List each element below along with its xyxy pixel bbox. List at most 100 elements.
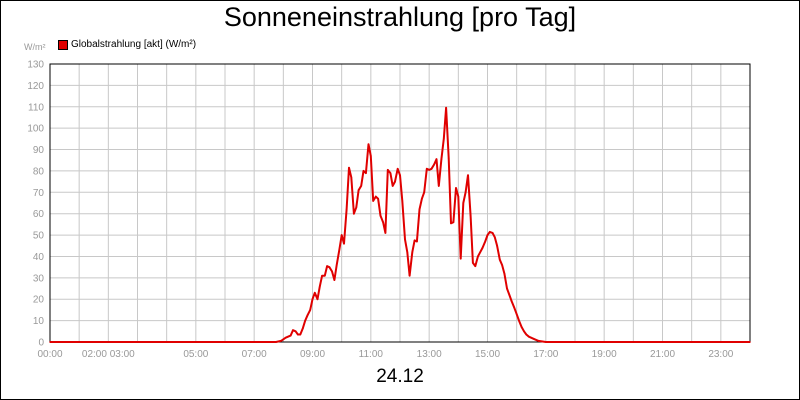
y-tick-label: 60 <box>33 209 45 220</box>
data-point <box>353 212 355 215</box>
data-point <box>370 155 372 157</box>
y-tick-label: 10 <box>33 316 45 327</box>
data-point <box>469 215 472 217</box>
data-point <box>467 174 469 176</box>
data-point <box>362 170 365 172</box>
data-point <box>297 333 299 336</box>
data-point <box>477 255 479 258</box>
data-point <box>440 158 443 160</box>
data-point <box>372 200 375 202</box>
x-tick-label: 13:00 <box>417 349 442 360</box>
data-point <box>413 239 416 242</box>
data-point <box>520 326 523 328</box>
data-point <box>324 274 326 277</box>
data-point <box>508 294 511 296</box>
data-point <box>459 257 462 260</box>
data-point <box>299 333 302 336</box>
x-tick-label: 07:00 <box>242 349 267 360</box>
data-point <box>491 232 494 234</box>
x-axis-date-label: 24.12 <box>376 366 424 387</box>
data-point <box>311 298 314 301</box>
data-point <box>379 215 382 217</box>
data-point <box>506 287 508 290</box>
data-point <box>304 319 307 322</box>
y-tick-label: 30 <box>33 273 45 284</box>
legend-swatch <box>58 39 68 50</box>
x-tick-label: 17:00 <box>533 349 558 360</box>
y-tick-label: 70 <box>33 188 45 199</box>
data-point <box>426 168 428 170</box>
y-tick-label: 110 <box>28 102 44 113</box>
data-point <box>294 330 297 333</box>
data-point <box>309 309 312 311</box>
data-point <box>472 262 474 264</box>
data-point <box>399 174 401 176</box>
data-point <box>494 236 496 238</box>
x-tick-label: 11:00 <box>359 349 384 360</box>
data-point <box>348 166 350 169</box>
data-point <box>464 191 467 194</box>
data-point <box>450 222 452 225</box>
data-point <box>523 330 525 333</box>
data-point <box>445 107 447 109</box>
chart-title: Sonneneinstrahlung [pro Tag] <box>223 2 577 32</box>
data-point <box>275 341 277 343</box>
data-point <box>391 185 394 187</box>
x-tick-label: 02:00 03:00 <box>82 349 135 360</box>
data-point <box>455 187 457 189</box>
data-point <box>350 176 353 179</box>
data-point <box>532 338 535 340</box>
x-tick-label: 15:00 <box>475 349 500 360</box>
x-tick-label: 23:00 <box>708 349 733 360</box>
y-tick-label: 100 <box>27 124 44 135</box>
y-tick-label: 120 <box>27 81 44 92</box>
data-point <box>416 240 418 243</box>
y-tick-label: 50 <box>33 231 45 242</box>
data-point <box>338 249 341 251</box>
y-tick-label: 40 <box>33 252 45 263</box>
y-tick-label: 90 <box>33 145 45 156</box>
data-point <box>447 157 450 159</box>
y-tick-label: 0 <box>38 338 44 349</box>
data-point <box>357 189 360 191</box>
x-tick-label: 21:00 <box>650 349 675 360</box>
data-point <box>510 300 513 303</box>
x-tick-label: 19:00 <box>592 349 617 360</box>
data-point <box>423 191 426 194</box>
data-point <box>428 169 431 171</box>
data-point <box>316 298 319 301</box>
data-point <box>289 334 292 337</box>
data-point <box>375 195 377 198</box>
plot-border <box>49 63 751 343</box>
data-point <box>292 329 294 332</box>
data-point <box>406 251 409 253</box>
y-axis-unit: W/m² <box>24 42 46 52</box>
data-point <box>302 327 304 329</box>
data-point <box>486 234 489 236</box>
data-point <box>421 197 423 200</box>
data-point <box>333 279 336 281</box>
data-point <box>457 195 460 198</box>
data-point <box>394 180 396 183</box>
legend: Globalstrahlung [akt] (W/m²) <box>58 39 196 50</box>
data-point <box>321 274 323 277</box>
data-point <box>331 270 333 273</box>
data-point <box>382 221 384 223</box>
data-point <box>280 340 282 342</box>
data-point <box>396 168 399 170</box>
data-point <box>328 266 331 269</box>
data-point <box>377 197 379 200</box>
y-tick-label: 20 <box>33 295 45 306</box>
data-point <box>387 169 389 171</box>
x-tick-label: 00:00 <box>37 349 62 360</box>
data-point <box>49 341 51 343</box>
data-point <box>537 340 540 342</box>
data-point <box>518 319 520 322</box>
data-point <box>484 240 487 243</box>
data-point <box>345 208 348 211</box>
data-point <box>411 251 414 253</box>
data-point <box>335 264 338 266</box>
data-point <box>749 341 751 343</box>
data-point <box>433 163 435 166</box>
